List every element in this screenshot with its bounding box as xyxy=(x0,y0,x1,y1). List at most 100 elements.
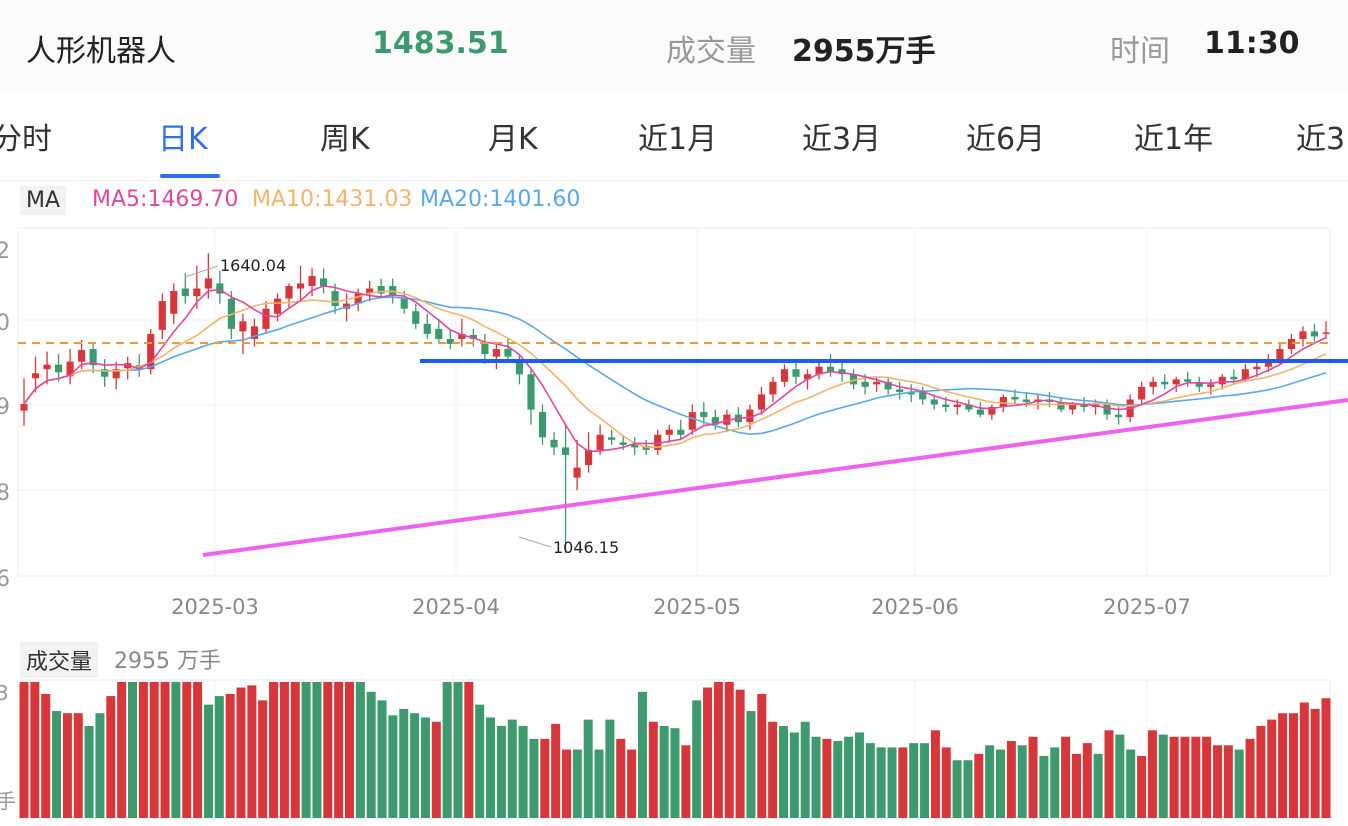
tab-weekly-k[interactable]: 周K xyxy=(320,122,370,157)
volume-bar xyxy=(1050,747,1060,818)
high-annotation-leader xyxy=(184,265,219,278)
high-annotation: 1640.04 xyxy=(220,256,286,275)
candle-body xyxy=(907,391,915,395)
candle-body xyxy=(135,365,143,370)
tab-intraday[interactable]: 分时 xyxy=(0,122,52,157)
candle-body xyxy=(227,298,235,329)
ma-tag[interactable]: MA xyxy=(20,186,67,215)
volume-bar xyxy=(236,687,246,818)
candle-body xyxy=(66,361,74,377)
tab-1-year[interactable]: 近1年 xyxy=(1134,122,1214,157)
volume-bar xyxy=(193,682,203,818)
volume-bar xyxy=(171,682,181,818)
volume-value: 2955万手 xyxy=(792,34,936,69)
x-tick-label: 2025-07 xyxy=(1103,595,1191,619)
candle-body xyxy=(780,369,789,382)
candle-body xyxy=(608,437,616,440)
volume-bar xyxy=(562,749,571,818)
candle-body xyxy=(354,293,362,304)
tab-6-months[interactable]: 近6月 xyxy=(966,122,1046,157)
tab-1-month[interactable]: 近1月 xyxy=(638,122,718,157)
volume-bar xyxy=(1169,736,1179,818)
volume-bar xyxy=(442,682,452,818)
candle-body xyxy=(1172,379,1180,385)
volume-bar xyxy=(475,704,485,818)
ma20-legend: MA20:1401.60 xyxy=(420,187,581,212)
y-tick-label: 0 xyxy=(0,311,10,336)
candle-body xyxy=(124,363,132,369)
volume-bar xyxy=(1006,740,1016,818)
volume-bar xyxy=(138,682,148,818)
volume-bar xyxy=(301,682,311,818)
tab-3-years[interactable]: 近3 xyxy=(1296,122,1346,157)
volume-bar xyxy=(681,745,691,818)
candle-body xyxy=(20,404,28,411)
candle-body xyxy=(1184,379,1192,382)
candle-body xyxy=(815,366,823,375)
volume-bar xyxy=(974,753,984,818)
candle-body xyxy=(1045,399,1054,402)
tab-monthly-k[interactable]: 月K xyxy=(488,122,538,157)
volume-bar xyxy=(269,682,279,818)
volume-bar xyxy=(1202,736,1212,818)
volume-bar xyxy=(724,682,734,818)
candle-body xyxy=(469,334,477,339)
volume-bar xyxy=(388,715,398,818)
candle-body xyxy=(504,349,512,357)
volume-bar xyxy=(648,721,658,818)
volume-bar xyxy=(540,738,550,818)
candle-body xyxy=(1161,381,1169,385)
candle-body xyxy=(711,417,719,425)
candle-body xyxy=(147,333,155,370)
volume-bar xyxy=(431,721,441,818)
volume-bar xyxy=(1061,736,1071,818)
tab-daily-k[interactable]: 日K xyxy=(158,122,208,157)
volume-bar xyxy=(1213,745,1222,818)
low-annotation: 1046.15 xyxy=(553,538,619,557)
volume-bar xyxy=(1082,743,1092,818)
candle-body xyxy=(873,381,881,385)
candle-body xyxy=(515,359,524,375)
volume-bar xyxy=(1223,745,1233,818)
volume-bar xyxy=(117,682,127,818)
candle-body xyxy=(1034,399,1042,402)
candle-body xyxy=(158,301,166,330)
volume-bar xyxy=(160,682,170,818)
candle-body xyxy=(296,283,305,289)
volume-bar xyxy=(1267,719,1277,818)
volume-bar xyxy=(1158,734,1168,818)
candle-body xyxy=(746,409,754,423)
y-tick-label: 2 xyxy=(0,239,10,264)
y-tick-label: 9 xyxy=(0,395,10,420)
volume-bar xyxy=(779,726,788,818)
volume-bar xyxy=(768,721,778,818)
candle-body xyxy=(366,288,374,294)
volume-bar xyxy=(887,747,897,818)
volume-bar xyxy=(366,691,376,818)
candle-body xyxy=(850,374,858,385)
volume-bar xyxy=(996,749,1005,818)
candle-body xyxy=(596,434,604,450)
candle-body xyxy=(642,445,650,450)
candle-body xyxy=(688,412,696,430)
candle-body xyxy=(1287,338,1296,350)
volume-bar xyxy=(735,689,745,818)
volume-bar xyxy=(963,760,973,818)
candle-body xyxy=(412,311,420,324)
volume-bar xyxy=(637,691,647,818)
volume-bar xyxy=(73,713,83,818)
volume-bar xyxy=(420,717,430,818)
volume-bar xyxy=(355,682,365,818)
volume-bar xyxy=(1234,749,1244,818)
volume-bar xyxy=(1126,749,1136,818)
candle-body xyxy=(976,409,984,415)
volume-bar xyxy=(920,743,930,818)
candle-body xyxy=(573,467,581,478)
candle-body xyxy=(1149,381,1157,387)
tab-3-months[interactable]: 近3月 xyxy=(802,122,882,157)
volume-bar xyxy=(952,760,962,818)
candle-body xyxy=(458,333,466,339)
volume-tag[interactable]: 成交量 xyxy=(20,642,99,678)
volume-bar xyxy=(258,700,268,818)
candle-body xyxy=(43,364,51,370)
